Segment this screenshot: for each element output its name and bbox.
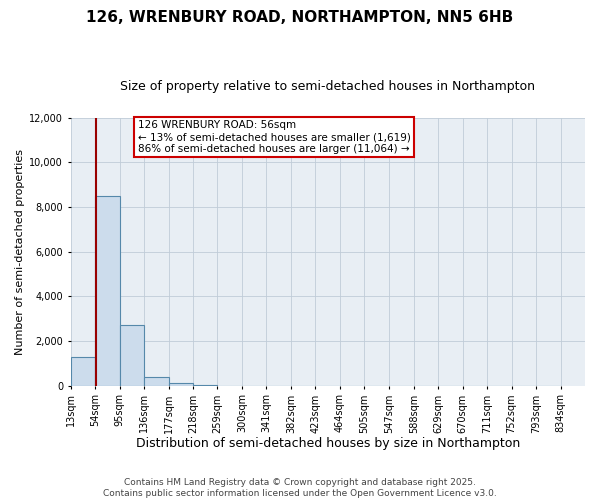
Text: Contains HM Land Registry data © Crown copyright and database right 2025.
Contai: Contains HM Land Registry data © Crown c… [103,478,497,498]
Title: Size of property relative to semi-detached houses in Northampton: Size of property relative to semi-detach… [121,80,535,93]
Bar [169,384,193,386]
Bar [193,384,217,386]
Bar [144,378,169,386]
Bar [95,196,119,386]
Text: 126 WRENBURY ROAD: 56sqm
← 13% of semi-detached houses are smaller (1,619)
86% o: 126 WRENBURY ROAD: 56sqm ← 13% of semi-d… [137,120,410,154]
Bar [119,326,144,386]
Y-axis label: Number of semi-detached properties: Number of semi-detached properties [15,148,25,354]
Text: 126, WRENBURY ROAD, NORTHAMPTON, NN5 6HB: 126, WRENBURY ROAD, NORTHAMPTON, NN5 6HB [86,10,514,25]
Bar [71,356,95,386]
X-axis label: Distribution of semi-detached houses by size in Northampton: Distribution of semi-detached houses by … [136,437,520,450]
